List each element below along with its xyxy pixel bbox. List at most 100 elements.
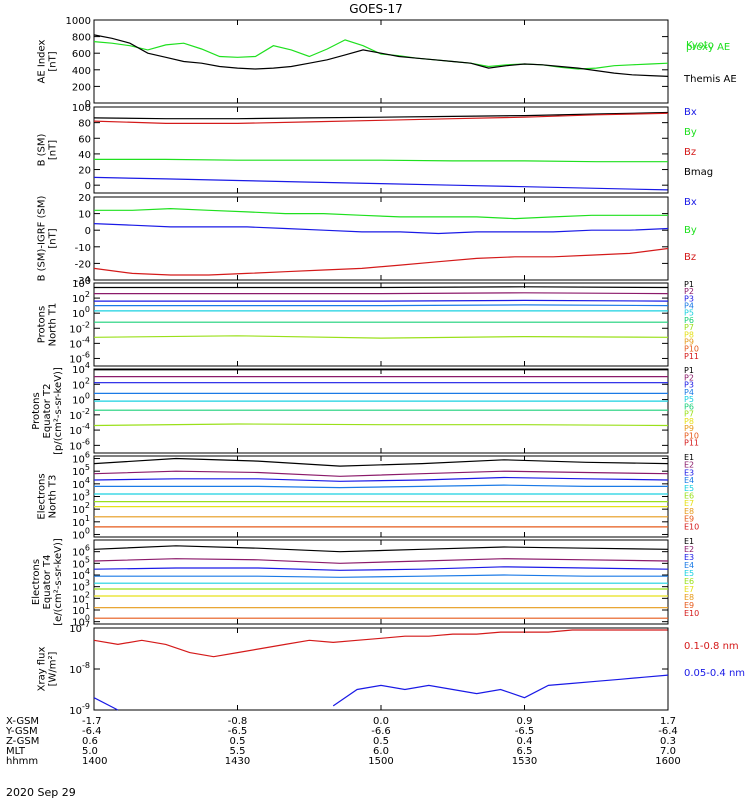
y-axis-label: [nT] (48, 51, 59, 71)
legend-entry: P2 (684, 287, 694, 296)
y-axis-label: [p/(cm²-s-sr-keV)] (53, 367, 64, 455)
y-axis-label: Xray flux (37, 647, 48, 692)
figure-title: GOES-17 (349, 2, 403, 16)
series-line (93, 457, 669, 467)
orbit-value: 1430 (225, 756, 250, 767)
y-tick-label: 101 (72, 602, 90, 617)
orbit-value: 5.0 (82, 746, 98, 757)
orbit-value: -6.4 (658, 726, 678, 737)
series-line (93, 39, 669, 70)
legend-entry: P5 (684, 395, 694, 404)
legend-entry: E6 (684, 577, 694, 586)
legend-entry: Kyoto (686, 40, 714, 51)
y-axis-label: [W/m²] (48, 651, 59, 686)
y-tick-label: 10-9 (69, 702, 90, 717)
date-label: 2020 Sep 29 (6, 786, 76, 799)
legend-entry: P2 (684, 373, 694, 382)
orbit-value: 6.5 (517, 746, 533, 757)
legend-entry: By (684, 127, 697, 138)
orbit-value: 1500 (368, 756, 393, 767)
series-line (93, 176, 669, 191)
y-tick-label: 60 (78, 134, 91, 145)
orbit-row-label: MLT (6, 746, 26, 757)
legend-entry: E5 (684, 484, 694, 493)
legend-entry: E4 (684, 561, 694, 570)
y-tick-label: -30 (75, 276, 91, 287)
y-axis-label: Equator T2 (42, 384, 53, 439)
legend-entry: E2 (684, 545, 694, 554)
y-tick-label: 104 (72, 476, 90, 491)
y-axis-label: B (SM)-IGRF (SM) (37, 196, 48, 282)
series-line (93, 34, 669, 77)
y-tick-label: 100 (72, 526, 90, 541)
legend-entry: Bz (684, 147, 696, 158)
y-tick-label: 100 (72, 614, 90, 629)
orbit-row-label: Y-GSM (5, 726, 38, 737)
legend-entry: E1 (684, 453, 694, 462)
panel-frame (93, 282, 669, 367)
series-line (94, 207, 668, 220)
y-axis-label: Protons (31, 392, 42, 429)
legend-entry: E7 (684, 499, 694, 508)
orbit-value: -6.6 (371, 726, 391, 737)
legend-entry: E5 (684, 569, 694, 578)
y-tick-label: 10-6 (69, 350, 90, 365)
y-tick-label: 10-4 (69, 335, 90, 350)
series-line (94, 292, 669, 295)
panel-2: 0 20 40 60 80 100 B (SM) [nT] Bx By Bz Bmag (37, 103, 713, 194)
y-tick-label: 0 (85, 99, 91, 110)
panel-frame (93, 539, 669, 625)
y-tick-label: 102 (72, 290, 90, 305)
legend-entry: P1 (684, 366, 694, 375)
orbit-value: 5.5 (230, 746, 246, 757)
orbit-value: 0.3 (660, 736, 676, 747)
y-axis-label: [nT] (48, 228, 59, 248)
series-line (94, 299, 669, 302)
y-tick-label: 102 (72, 376, 90, 391)
y-tick-label: 10-8 (69, 661, 90, 676)
y-tick-label: 80 (78, 119, 91, 130)
orbit-value: 1.7 (660, 716, 676, 727)
legend-entry: Bz (684, 252, 696, 263)
y-tick-label: 10-6 (69, 437, 90, 452)
orbit-value: -1.7 (82, 716, 102, 727)
legend-entry: Bx (684, 107, 697, 118)
y-tick-label: -10 (75, 243, 91, 254)
y-tick-label: 10-2 (69, 407, 90, 422)
y-tick-label: 0 (85, 226, 91, 237)
orbit-value: -6.5 (515, 726, 535, 737)
orbit-value: 7.0 (660, 746, 676, 757)
y-axis-label: B (SM) (37, 133, 48, 166)
y-axis-label: [nT] (48, 140, 59, 160)
panel-1: 0 200 400 600 800 1000 AE Index [nT] Kyotoproxy … (37, 16, 737, 110)
legend-entry: P1 (684, 280, 694, 289)
series-line (94, 158, 668, 163)
panel-frame (93, 627, 669, 711)
legend-entry: P7 (684, 323, 694, 332)
series-line (93, 423, 669, 427)
panel-frame (93, 368, 669, 454)
legend-entry: 0.1-0.8 nm (684, 641, 739, 652)
y-axis-label: AE Index (37, 39, 48, 83)
y-tick-label: 104 (72, 361, 90, 376)
legend-entry: E7 (684, 585, 694, 594)
orbit-row-label: Z-GSM (6, 736, 39, 747)
orbit-value: 1600 (655, 756, 680, 767)
y-axis-label: Protons (37, 306, 48, 343)
series-line (94, 304, 669, 307)
y-tick-label: 105 (72, 463, 90, 478)
y-tick-label: 400 (72, 66, 91, 77)
series-line (94, 574, 668, 578)
y-tick-label: 1000 (66, 16, 91, 27)
legend-entry: E9 (684, 515, 694, 524)
series-line (93, 674, 669, 711)
panel-frame (93, 455, 669, 538)
legend-entry: E8 (684, 507, 694, 516)
y-tick-label: 103 (72, 489, 90, 504)
legend-entry: P8 (684, 330, 694, 339)
legend-entry: P8 (684, 417, 694, 426)
